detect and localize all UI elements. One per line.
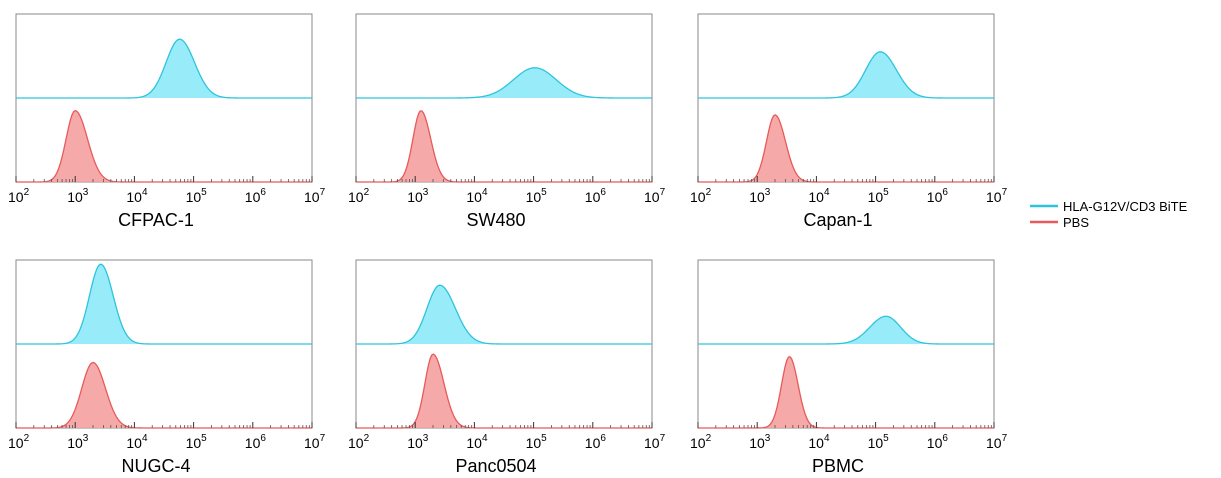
x-tick-label: 102 (690, 187, 712, 205)
pbs-histogram-fill (356, 110, 652, 182)
x-tick-label: 103 (749, 433, 771, 451)
x-tick-label: 105 (526, 433, 548, 451)
panel-title: CFPAC-1 (118, 210, 194, 230)
bite-histogram-line (356, 284, 652, 345)
x-tick-label: 102 (8, 187, 30, 205)
bite-histogram-fill (16, 264, 312, 344)
x-tick-label: 106 (927, 433, 949, 451)
x-tick-label: 102 (348, 187, 370, 205)
bite-histogram-line (356, 67, 652, 99)
pbs-histogram-line (356, 353, 652, 429)
x-tick-label: 106 (245, 187, 267, 205)
bite-histogram-fill (698, 316, 994, 344)
bite-histogram-line (16, 38, 312, 99)
pbs-histogram-line (16, 109, 312, 183)
x-tick-label: 103 (407, 187, 429, 205)
x-tick-label: 104 (808, 433, 830, 451)
panel-title: PBMC (812, 456, 864, 476)
x-tick-label: 103 (67, 187, 89, 205)
x-tick-label: 103 (749, 187, 771, 205)
x-tick-label: 104 (466, 187, 488, 205)
x-tick-label: 107 (986, 187, 1008, 205)
x-tick-label: 104 (808, 187, 830, 205)
pbs-histogram-line (698, 114, 994, 183)
x-tick-label: 107 (304, 433, 326, 451)
pbs-histogram-line (16, 361, 312, 429)
histogram-panel: 102 103 104 105 106 107 NUGC-4 (8, 259, 326, 476)
x-tick-label: 107 (986, 433, 1008, 451)
histogram-panel: 102 103 104 105 106 107 PBMC (690, 259, 1008, 476)
x-tick-label: 102 (8, 433, 30, 451)
histogram-panel: 102 103 104 105 106 107 Panc0504 (348, 259, 666, 476)
histogram-panel: 102 103 104 105 106 107 CFPAC-1 (8, 13, 326, 230)
pbs-histogram-line (356, 110, 652, 183)
pbs-histogram-fill (698, 114, 994, 182)
x-tick-label: 105 (868, 433, 890, 451)
x-tick-label: 106 (585, 433, 607, 451)
histogram-panel: 102 103 104 105 106 107 SW480 (348, 13, 666, 230)
x-tick-label: 102 (690, 433, 712, 451)
bite-histogram-line (698, 51, 994, 99)
bite-histogram-fill (356, 285, 652, 344)
pbs-histogram-fill (698, 356, 994, 428)
panel-title: Capan-1 (803, 210, 872, 230)
x-tick-label: 105 (186, 433, 208, 451)
panel-title: NUGC-4 (121, 456, 190, 476)
x-tick-label: 103 (67, 433, 89, 451)
x-tick-label: 102 (348, 433, 370, 451)
histogram-panel: 102 103 104 105 106 107 Capan-1 (690, 13, 1008, 230)
x-tick-label: 105 (186, 187, 208, 205)
panel-title: Panc0504 (455, 456, 536, 476)
pbs-histogram-fill (16, 110, 312, 182)
x-tick-label: 106 (927, 187, 949, 205)
x-tick-label: 105 (868, 187, 890, 205)
x-tick-label: 103 (407, 433, 429, 451)
x-tick-label: 107 (644, 433, 666, 451)
bite-histogram-fill (698, 51, 994, 98)
legend-bite-label: HLA-G12V/CD3 BiTE (1063, 199, 1188, 214)
x-tick-label: 104 (466, 433, 488, 451)
x-tick-label: 107 (644, 187, 666, 205)
pbs-histogram-fill (16, 362, 312, 428)
bite-histogram-line (698, 315, 994, 345)
bite-histogram-line (16, 263, 312, 345)
x-tick-label: 106 (245, 433, 267, 451)
x-tick-label: 107 (304, 187, 326, 205)
x-tick-label: 104 (126, 187, 148, 205)
x-tick-label: 105 (526, 187, 548, 205)
x-tick-label: 104 (126, 433, 148, 451)
pbs-histogram-line (698, 356, 994, 429)
legend-pbs-label: PBS (1063, 215, 1089, 230)
panel-title: SW480 (466, 210, 525, 230)
pbs-histogram-fill (356, 354, 652, 428)
x-tick-label: 106 (585, 187, 607, 205)
bite-histogram-fill (356, 67, 652, 98)
